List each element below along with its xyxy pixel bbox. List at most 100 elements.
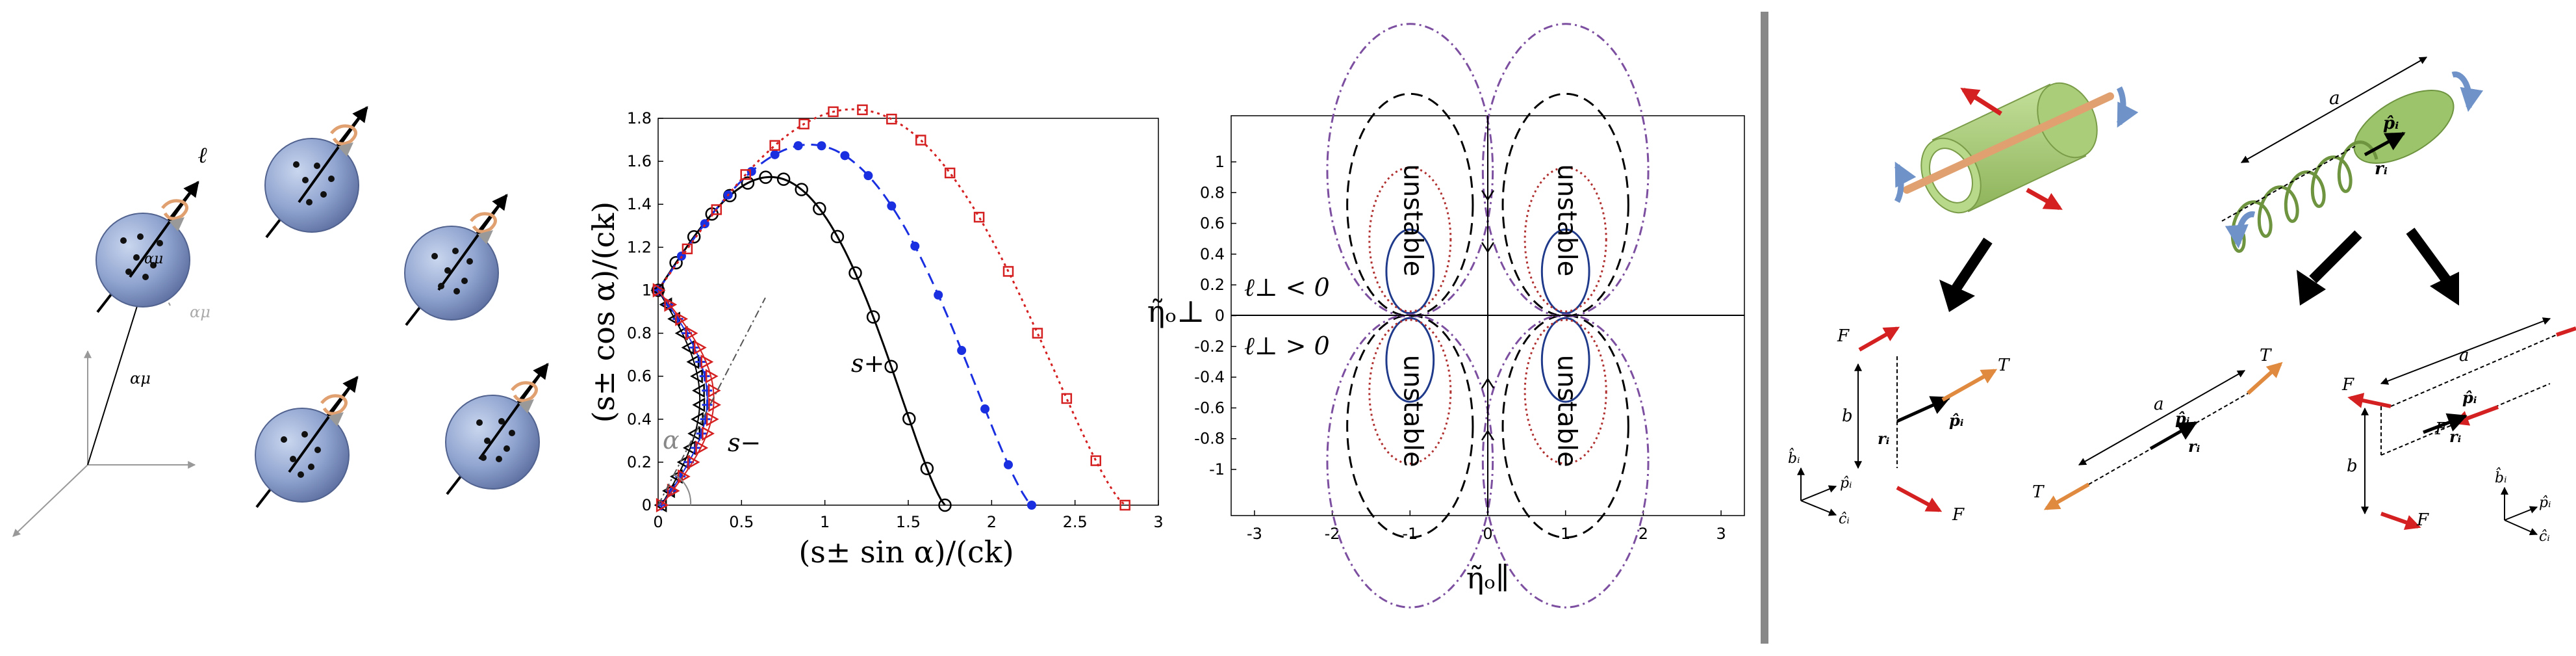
data-point	[776, 172, 791, 186]
attachment-dot	[328, 176, 335, 182]
data-point	[910, 241, 920, 251]
data-point	[695, 356, 706, 367]
swimmer-sphere	[264, 106, 368, 239]
data-point	[817, 141, 826, 151]
fd3-F-bottom: F	[2416, 510, 2429, 530]
chart-y-tick-label: 1.6	[627, 152, 652, 170]
data-point	[1119, 499, 1130, 511]
director-line	[478, 363, 549, 460]
stability-x-tick-label: -2	[1325, 525, 1340, 543]
swimmer-sphere	[404, 194, 508, 326]
attachment-dot	[306, 199, 312, 205]
helix-r-label: rᵢ	[2375, 159, 2388, 179]
fd3-c-hat: ĉᵢ	[2539, 529, 2550, 545]
stability-loop	[1524, 166, 1607, 313]
attachment-dot	[137, 233, 144, 240]
stability-loop	[1385, 317, 1435, 403]
swimmer-sphere	[445, 363, 549, 495]
data-point	[678, 469, 691, 484]
data-point	[652, 283, 666, 298]
attachment-dot	[314, 447, 321, 453]
s-plus-annotation: s+	[851, 349, 884, 378]
alpha-mu-center-label: αμ	[144, 251, 163, 267]
data-point	[934, 290, 943, 300]
attachment-dot	[444, 267, 451, 274]
fd1-b-hat: b̂ᵢ	[1788, 448, 1800, 467]
series-line	[657, 108, 1126, 506]
chart-y-tick-label: 1.2	[627, 238, 652, 256]
data-point	[675, 311, 689, 326]
fd1-r: rᵢ	[1878, 429, 1890, 448]
stability-loop	[1368, 319, 1452, 465]
attachment-dot	[431, 253, 438, 259]
data-point	[980, 404, 990, 414]
stability-loop	[1346, 92, 1474, 317]
ell-positive-label: ℓ⊥ > 0	[1244, 332, 1330, 360]
attachment-dot	[120, 237, 127, 244]
data-point	[706, 412, 719, 426]
stability-curve	[1346, 92, 1629, 539]
data-point	[702, 385, 713, 396]
fd3-F-mid: F	[2434, 419, 2447, 439]
stability-loop	[1385, 228, 1435, 315]
flow-arrow	[1481, 190, 1495, 202]
fd3-b: b	[2347, 456, 2358, 476]
director-line	[298, 106, 368, 203]
attachment-dot	[452, 248, 459, 254]
force-diagram-line: a T T p̂ᵢ rᵢ	[2032, 346, 2283, 510]
attachment-dot	[496, 456, 502, 462]
ell-label: ℓ	[198, 142, 208, 168]
data-point	[795, 183, 808, 196]
chart-series-plus	[654, 141, 1036, 510]
attachment-dot	[125, 269, 132, 275]
alpha-arc	[674, 474, 692, 506]
flow-arrow	[1481, 377, 1495, 389]
panel-swimmer-spheres: αμ αμ ℓ αμ	[12, 106, 549, 537]
helix-coil	[2230, 140, 2378, 253]
data-point	[938, 498, 952, 512]
chart-y-tick-label: 0.4	[627, 410, 652, 428]
chart-y-label: (s± cos α)/(ck)	[586, 202, 621, 423]
data-point	[798, 118, 810, 129]
ell-negative-label: ℓ⊥ < 0	[1244, 273, 1330, 302]
alpha-mu-offset-label: αμ	[190, 303, 210, 321]
chart-series-plus	[651, 170, 952, 512]
data-point	[741, 176, 755, 190]
unstable-region-label: unstable	[1398, 355, 1428, 467]
data-point	[667, 483, 680, 499]
helix-swimmer: a p̂ᵢ rᵢ	[2221, 57, 2484, 306]
data-point	[770, 150, 780, 159]
fd3-a: a	[2459, 346, 2469, 365]
attachment-dot	[484, 438, 491, 444]
series-minus-line	[657, 289, 708, 506]
attachment-dot	[157, 240, 163, 246]
alpha-mu-position-label: αμ	[130, 369, 151, 387]
stability-x-tick-label: 0	[1483, 525, 1492, 543]
data-point	[886, 113, 897, 125]
data-point	[695, 440, 709, 455]
attachment-dot	[301, 431, 308, 438]
chart-y-tick-label: 1	[642, 281, 652, 299]
rotation-icon	[161, 199, 188, 220]
data-point	[700, 219, 709, 229]
data-point	[702, 399, 713, 410]
fd3-b-hat: b̂ᵢ	[2495, 467, 2507, 486]
attachment-dot	[476, 419, 483, 426]
data-point	[863, 171, 873, 181]
rotation-arrowhead	[338, 142, 353, 157]
director-line	[437, 194, 508, 291]
fd1-T: T	[1998, 356, 2010, 375]
data-point	[1027, 501, 1036, 510]
data-point	[682, 243, 693, 255]
attachment-dot	[281, 436, 287, 443]
data-point	[887, 201, 897, 211]
chart-y-tick-label: 0.8	[627, 324, 652, 343]
chart-y-tick-label: 0.6	[627, 367, 652, 386]
stability-x-label: η̃ₒ∥	[1466, 560, 1510, 596]
series-minus-line	[657, 289, 715, 506]
chart-x-tick-label: 0.5	[729, 513, 754, 531]
chart-panel: 0 0.5 1 1.5 2 2.5 300.20.40.60.811.21.41.61.8 …	[586, 104, 1164, 570]
fd1-p: p̂ᵢ	[1949, 411, 1964, 430]
rotation-icon	[320, 394, 348, 415]
fd2-r: rᵢ	[2188, 437, 2200, 456]
